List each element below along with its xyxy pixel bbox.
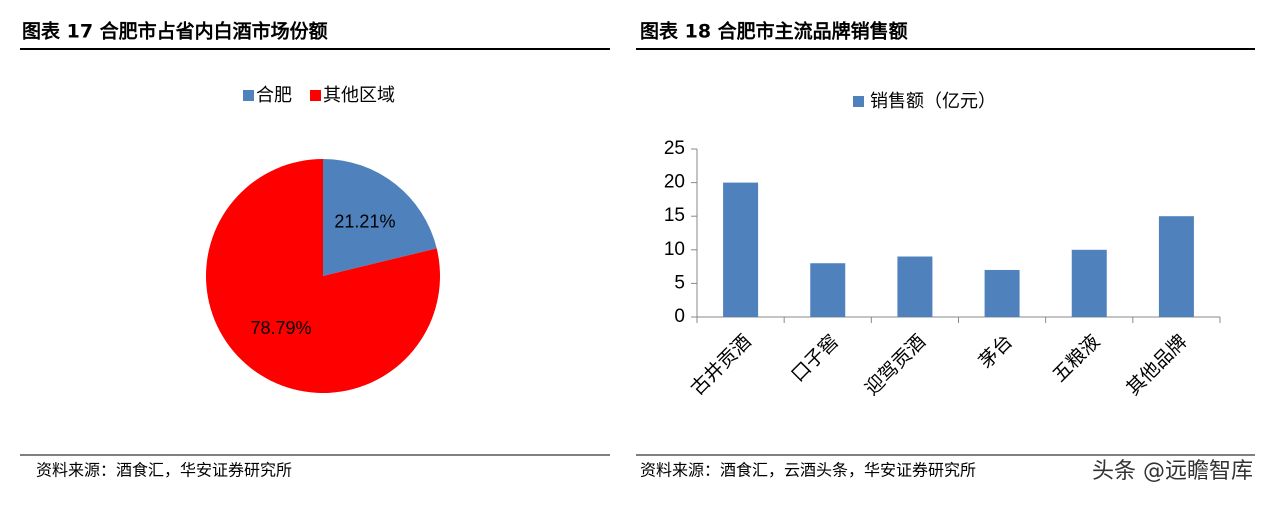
data-label: 78.79%	[251, 318, 312, 338]
x-tick-label: 口子窖	[787, 331, 843, 387]
y-tick-label: 25	[664, 138, 685, 159]
legend-label: 其他区域	[323, 85, 395, 106]
x-tick-label: 迎驾贡酒	[861, 331, 930, 400]
bar	[810, 263, 846, 317]
bar	[1071, 249, 1107, 317]
x-tick-label: 五粮液	[1048, 331, 1104, 387]
bar	[1158, 216, 1194, 317]
legend-swatch	[853, 96, 864, 107]
y-tick-label: 10	[664, 239, 685, 260]
y-tick-label: 15	[664, 205, 685, 226]
y-tick-label: 0	[674, 306, 685, 327]
legend-swatch	[310, 90, 321, 101]
x-tick-label: 其他品牌	[1122, 331, 1191, 400]
y-tick-label: 5	[674, 272, 685, 293]
bar	[984, 269, 1020, 317]
bar	[897, 256, 933, 317]
pie-slice	[323, 159, 437, 276]
x-tick-label: 茅台	[975, 331, 1017, 373]
chart-title: 图表 17 合肥市占省内白酒市场份额	[22, 20, 328, 43]
source: 资料来源：酒食汇，华安证券研究所	[36, 461, 292, 480]
chart-title: 图表 18 合肥市主流品牌销售额	[640, 20, 908, 43]
y-tick-label: 20	[664, 172, 685, 193]
data-label: 21.21%	[334, 211, 395, 231]
source: 资料来源：酒食汇，云酒头条，华安证券研究所	[640, 461, 976, 480]
x-tick-label: 古井贡酒	[686, 331, 755, 400]
bar	[723, 182, 759, 317]
legend-swatch	[243, 90, 254, 101]
legend-label: 销售额（亿元）	[870, 91, 996, 112]
watermark: 头条 @远瞻智库	[1092, 459, 1253, 484]
pie-slice	[206, 159, 440, 394]
legend-label: 合肥	[256, 85, 292, 106]
